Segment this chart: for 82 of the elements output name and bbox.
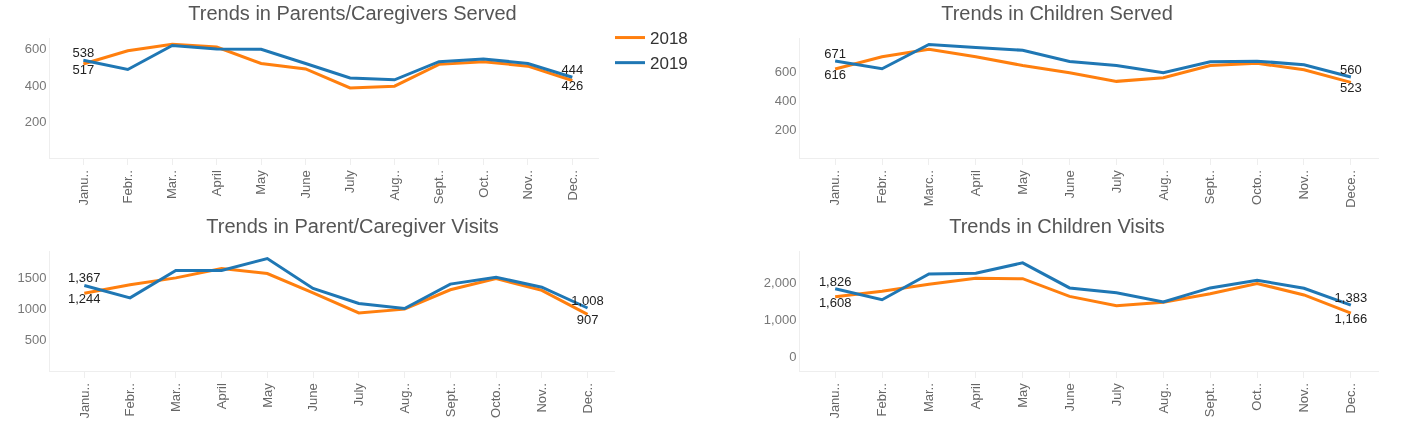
x-tick-label: Octo.. (1249, 170, 1265, 205)
x-tick-label: Mar.. (921, 383, 937, 413)
x-tick-label: Mar.. (168, 383, 184, 413)
data-label: 1,383 (1334, 289, 1368, 305)
x-tick-label: July (1108, 169, 1124, 194)
chart-title: Trends in Children Visits (949, 215, 1165, 238)
x-tick-label: Nov.. (534, 383, 550, 413)
x-tick-label: May (253, 169, 269, 195)
y-tick-label: 200 (24, 114, 47, 130)
x-tick-label: Nov.. (1296, 170, 1312, 200)
data-label: 671 (824, 45, 847, 61)
x-tick-label: July (1108, 382, 1124, 407)
x-tick-label: Dec.. (1343, 383, 1359, 414)
x-tick-label: Oct.. (475, 170, 491, 198)
y-tick-label: 1,000 (763, 311, 797, 327)
y-tick-label: 400 (774, 92, 797, 108)
x-tick-label: Sept.. (1202, 170, 1218, 205)
y-tick-label: 1000 (17, 301, 47, 317)
data-label: 1,166 (1334, 310, 1368, 326)
legend-label: 2019 (649, 54, 688, 74)
data-label: 1,367 (68, 270, 101, 286)
x-tick-label: Aug.. (386, 170, 402, 201)
x-tick-label: Febr.. (874, 383, 890, 417)
x-tick-label: April (968, 383, 984, 410)
x-tick-label: Janu.. (75, 170, 91, 206)
x-tick-label: Janu.. (76, 383, 92, 419)
data-label: 1,008 (571, 292, 604, 308)
y-tick-label: 600 (774, 63, 797, 79)
x-tick-label: Febr.. (120, 170, 136, 204)
x-tick-label: Dec.. (564, 170, 580, 201)
x-tick-label: Aug.. (396, 383, 412, 414)
y-tick-label: 600 (24, 41, 47, 57)
x-tick-label: Nov.. (520, 170, 536, 200)
chart-title: Trends in Parent/Caregiver Visits (206, 215, 499, 238)
x-tick-label: Octo.. (488, 383, 504, 418)
x-tick-label: May (1014, 169, 1030, 195)
x-tick-label: June (1061, 170, 1077, 199)
x-tick-label: Janu.. (827, 170, 843, 206)
x-tick-label: April (968, 170, 984, 197)
x-tick-label: Oct.. (1249, 383, 1265, 411)
y-tick-label: 500 (24, 332, 47, 348)
x-tick-label: Febr.. (122, 383, 138, 417)
x-tick-label: Aug.. (1155, 383, 1171, 414)
x-tick-label: April (213, 383, 229, 410)
data-label: 1,608 (818, 294, 852, 310)
data-label: 538 (72, 44, 95, 60)
data-label: 1,826 (818, 273, 852, 289)
x-tick-label: June (297, 170, 313, 199)
x-tick-label: Dec.. (579, 383, 595, 414)
x-tick-label: Sept.. (442, 383, 458, 418)
data-label: 523 (1340, 80, 1362, 96)
chart-title: Trends in Children Served (941, 2, 1173, 25)
data-label: 517 (72, 61, 95, 77)
x-tick-label: May (259, 382, 275, 408)
x-tick-label: July (342, 169, 358, 194)
data-label: 1,244 (68, 291, 101, 306)
x-tick-label: Sept.. (431, 170, 447, 205)
x-tick-label: Sept.. (1202, 383, 1218, 418)
data-label: 560 (1340, 61, 1362, 77)
x-tick-label: Aug.. (1155, 170, 1171, 201)
x-tick-label: Nov.. (1296, 383, 1312, 413)
x-tick-label: Marc.. (921, 170, 937, 207)
x-tick-label: Mar.. (164, 170, 180, 200)
legend-label: 2018 (649, 29, 688, 49)
x-tick-label: June (1061, 383, 1077, 412)
y-tick-label: 200 (774, 121, 797, 137)
x-tick-label: June (305, 383, 321, 412)
x-tick-label: April (208, 170, 224, 197)
x-tick-label: Janu.. (827, 383, 843, 419)
x-tick-label: Febr.. (874, 170, 890, 204)
x-tick-label: July (351, 382, 367, 407)
data-label: 907 (576, 312, 599, 328)
data-label: 426 (561, 78, 584, 94)
chart-title: Trends in Parents/Caregivers Served (188, 2, 517, 25)
y-tick-label: 1500 (17, 269, 47, 285)
data-label: 616 (824, 66, 847, 82)
data-label: 444 (561, 62, 584, 78)
y-tick-label: 400 (24, 77, 47, 93)
x-tick-label: Dece.. (1343, 170, 1359, 208)
y-tick-label: 0 (789, 348, 797, 364)
x-tick-label: May (1014, 382, 1030, 408)
y-tick-label: 2,000 (763, 274, 797, 290)
